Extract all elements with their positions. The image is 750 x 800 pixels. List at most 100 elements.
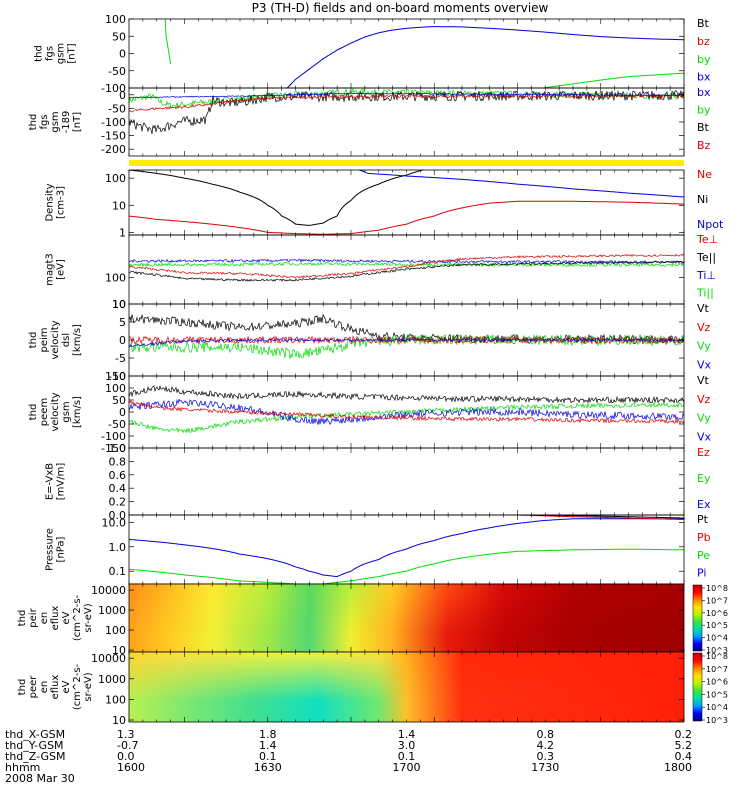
ylabel-line: fgs [45,46,56,61]
legend-density-Ne: Ne [697,168,712,181]
ytick-label: 5 [119,316,126,329]
ytick-label: 0 [119,406,126,419]
legend-temp-Te||: Te|| [696,251,716,264]
series-density-Ni [129,170,424,226]
colorbar-tick-label: 10^5 [706,621,728,630]
ytick-label: 0.1 [109,565,127,578]
footer-value: 0.1 [398,750,416,763]
ytick-label: 10 [112,298,126,311]
frame-temp [128,234,685,305]
ytick-label: 10000 [91,652,126,665]
panel-velocity1: 10 5 0 -5 -10 thd peim velocity dsl [km/s] Vt Vz Vy V… [28,298,712,383]
ytick-label: 1.0 [109,541,127,554]
series-pressure-Pe [129,548,684,584]
colorbar-tick-label: 10^6 [706,678,728,687]
panel-temp: 100 10 magt3 [eV] Te⊥ Te|| Ti⊥ Ti|| [45,233,719,311]
legend-pressure-Pb: Pb [697,531,711,544]
series-temp-Te|| [129,260,684,282]
ylabel-line: thd [34,45,45,62]
ytick-label: -150 [101,442,126,455]
ytick-label: 10 [112,199,126,212]
ylabel-line: [eV] [56,259,67,280]
ylabel-line: [mV/m] [56,463,67,501]
ylabel-line: -189 [61,111,72,134]
ylabel-line: eflux [50,675,61,700]
spectrogram-upper-peer [129,652,684,722]
footer-date: 2008 Mar 30 [5,772,75,785]
ylabel-line: gsm [61,401,72,422]
ytick-label: 150 [105,370,126,383]
series-fgs_zoom-bx [129,92,684,99]
ylabel-line: eflux [50,606,61,631]
footer-value: 0.0 [117,750,135,763]
series-density-Ne [129,200,684,235]
series-pressure-Pi [129,518,684,578]
ylabel-line: peem [39,398,50,426]
colorbar-peir [692,584,703,652]
ylabel-peir: thd peir en eflux eV (cm^2-s-sr-eV) [17,594,94,641]
frame-density [128,169,685,236]
ylabel-line: thd [28,332,39,349]
legend-temp-Te⊥: Te⊥ [696,233,718,246]
ylabel-line: Pressure [45,528,56,571]
ytick-label: -50 [108,102,126,115]
ytick-label: -200 [101,143,126,156]
ylabel-line: peer [28,675,39,699]
ylabel-line: (cm^2-s- [72,663,83,710]
ylabel-line: thd [17,610,28,627]
ytick-label: 1000 [98,604,126,617]
ylabel-velocity2: thd peem velocity gsm [km/s] [28,392,83,431]
footer-value: 5.2 [675,739,693,752]
ylabel-line: [nT] [67,43,78,63]
series-velocity2-Vz [129,400,684,425]
footer-value: 0.8 [537,728,555,741]
ylabel-line: eV [61,680,72,693]
legend-velocity1-Vt: Vt [697,302,710,315]
footer-value: 3.0 [398,739,416,752]
colorbar-peer [692,652,703,722]
ylabel-line: sr-eV) [83,672,94,701]
ytick-label: 1000 [98,673,126,686]
colorbar-tick-label: 10^8 [706,652,728,661]
ytick-label: 50 [112,394,126,407]
footer-value: 1730 [531,761,559,774]
series-temp-Ti⊥ [129,258,684,265]
ylabel-peer: thd peer en eflux eV (cm^2-s-sr-eV) [17,663,94,710]
ylabel-line: en [39,681,50,694]
ylabel-line: velocity [50,392,61,431]
footer-value: 0.1 [259,750,277,763]
ylabel-line: gsm [50,111,61,132]
spectrogram-upper-peir [129,584,684,652]
ytick-label: 100 [105,172,126,185]
colorbar-tick-label: 10^8 [706,584,728,593]
figure-title: P3 (TH-D) fields and on-board moments ov… [252,1,549,15]
ylabel-efield: E=-VxB [mV/m] [45,463,67,501]
series-fgs-bx [286,26,684,88]
series-fgs-by_start [164,19,172,64]
footer-label: hhmm [5,761,40,774]
legend-fgs-Bt: Bt [697,17,710,30]
footer-value: 0.2 [675,728,693,741]
legend-efield-Ey: Ey [697,472,711,485]
ylabel-line: thd [17,679,28,696]
ytick-label: 0.4 [109,482,127,495]
ytick-label: 0.8 [109,455,127,468]
ytick-label: -5 [115,352,126,365]
ytick-label: 1 [119,226,126,239]
ylabel-line: fgs [39,114,50,129]
ylabel-line: [nT] [72,112,83,132]
ytick-label: -100 [101,82,126,95]
ylabel-line: [cm-3] [56,186,67,219]
footer-value: 1.4 [398,728,416,741]
legend-velocity2-Vz: Vz [697,393,711,406]
panel-pressure: 10.0 1.0 0.1 Pressure [nPa] Pt Pb Pe Pi [45,513,711,585]
footer-label: thd_Z-GSM [5,750,65,763]
ytick-label: 0.0 [109,509,127,522]
ylabel-temp: magt3 [eV] [45,253,67,286]
ylabel-line: velocity [50,320,61,359]
ytick-label: 10 [112,644,126,657]
legend-pressure-Pi: Pi [697,567,706,580]
series-fgs_zoom-Bz [129,94,684,113]
ylabel-density: Density [cm-3] [45,183,67,221]
